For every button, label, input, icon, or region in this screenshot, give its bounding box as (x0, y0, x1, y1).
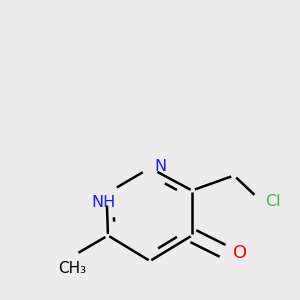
Text: NH: NH (92, 195, 116, 210)
Text: Cl: Cl (266, 194, 281, 208)
Text: CH₃: CH₃ (58, 261, 86, 276)
Text: N: N (154, 159, 166, 174)
Text: O: O (232, 244, 247, 262)
